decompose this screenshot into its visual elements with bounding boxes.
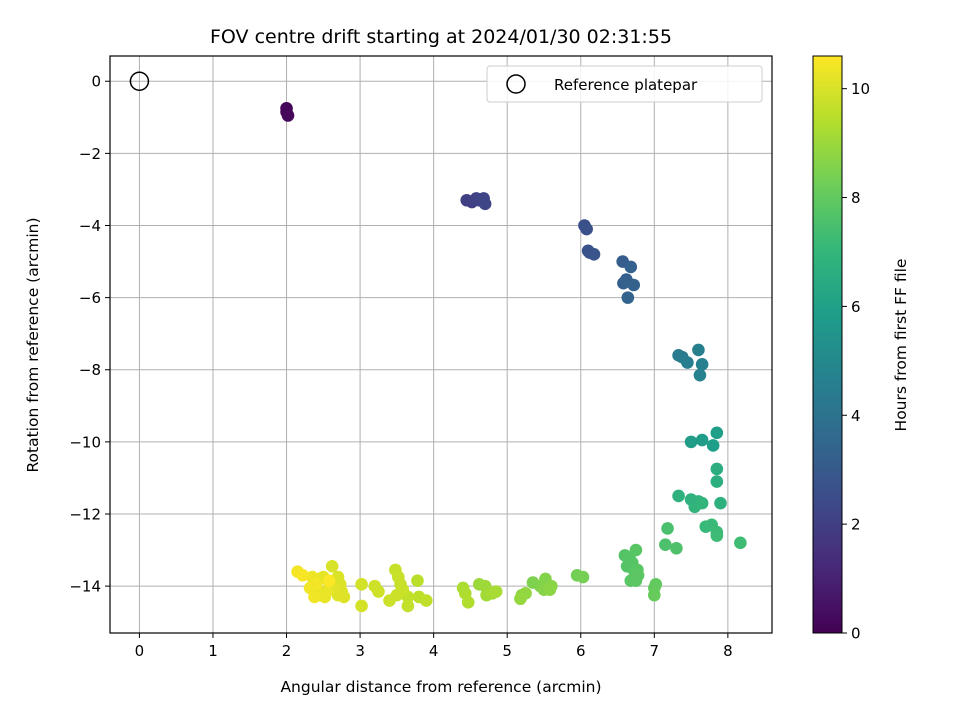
x-tick-label: 7	[650, 642, 660, 660]
data-point	[355, 599, 368, 613]
x-tick-label: 1	[208, 642, 218, 660]
colorbar-gradient	[812, 55, 843, 634]
data-point	[489, 585, 503, 598]
colorbar-tick-label: 0	[851, 625, 861, 643]
data-point	[648, 588, 661, 602]
colorbar-tick-label: 6	[851, 298, 861, 316]
y-tick-label: −2	[79, 145, 101, 163]
data-point	[543, 583, 557, 597]
y-axis-label: Rotation from reference (arcmin)	[24, 217, 42, 472]
data-point	[710, 529, 724, 542]
data-point	[661, 522, 674, 535]
data-point	[322, 574, 336, 588]
data-point	[325, 559, 339, 573]
x-tick-label: 0	[135, 642, 145, 660]
data-point	[281, 109, 295, 122]
data-point	[478, 197, 492, 211]
legend-box	[486, 65, 763, 103]
data-point	[627, 278, 641, 292]
data-point	[631, 569, 645, 582]
y-tick-label: −14	[69, 578, 101, 596]
reference-platepar-marker	[129, 71, 150, 91]
data-point	[368, 579, 382, 593]
data-point	[587, 248, 601, 261]
colorbar-tick-label: 8	[851, 189, 861, 207]
data-point	[296, 569, 310, 582]
y-tick-label: −12	[69, 505, 101, 523]
x-tick-label: 8	[723, 642, 733, 660]
data-point	[401, 599, 415, 613]
data-point	[681, 356, 694, 369]
data-point	[710, 462, 724, 476]
data-point	[710, 475, 724, 488]
chart-title: FOV centre drift starting at 2024/01/30 …	[210, 26, 672, 48]
data-point	[580, 222, 593, 236]
colorbar-tick-label: 10	[851, 80, 870, 98]
x-tick-label: 6	[576, 642, 586, 660]
y-tick-label: 0	[91, 73, 101, 91]
x-tick-label: 3	[355, 642, 365, 660]
data-point	[514, 592, 527, 606]
data-point	[670, 541, 683, 555]
colorbar-tick-label: 2	[851, 516, 861, 534]
data-point	[695, 358, 709, 371]
x-axis-label: Angular distance from reference (arcmin)	[280, 678, 601, 696]
data-point	[706, 439, 720, 452]
data-point	[320, 585, 334, 598]
data-point	[695, 496, 709, 510]
colorbar-label: Hours from first FF file	[892, 259, 910, 432]
data-point	[411, 574, 424, 588]
data-point	[659, 538, 672, 551]
data-point	[461, 596, 475, 609]
colorbar-ticks: 0 2 4 6 8 10	[842, 80, 870, 643]
data-point	[693, 368, 707, 382]
data-point	[695, 433, 709, 447]
data-point	[309, 578, 323, 591]
data-point	[629, 543, 643, 557]
legend-label-reference-platepar: Reference platepar	[554, 76, 698, 94]
data-point	[624, 260, 638, 274]
legend-reference-marker	[506, 74, 526, 94]
data-point	[621, 291, 635, 304]
data-point	[714, 496, 727, 510]
y-tick-label: −4	[79, 217, 101, 235]
data-point	[692, 343, 705, 357]
data-point	[576, 570, 590, 584]
plot-area-frame	[109, 55, 773, 634]
data-point	[617, 276, 630, 290]
x-tick-label: 4	[429, 642, 439, 660]
data-point	[383, 594, 396, 607]
data-point	[710, 426, 724, 440]
y-tick-label: −10	[69, 433, 101, 451]
data-point	[684, 435, 698, 449]
y-tick-label: −6	[79, 289, 101, 307]
data-points	[280, 101, 747, 613]
x-tick-label: 5	[502, 642, 512, 660]
x-tick-label: 2	[282, 642, 292, 660]
data-point	[734, 536, 747, 550]
data-point	[419, 594, 433, 607]
data-point	[672, 489, 685, 503]
colorbar: 0 2 4 6 8 10 Hours from first FF file	[812, 55, 910, 643]
colorbar-tick-label: 4	[851, 407, 861, 425]
axis-ticks: 0 1 2 3 4 5 6 7 8 0 −2 −4 −6 −8 −10 −12 −14	[69, 73, 732, 660]
grid	[110, 56, 772, 633]
legend: Reference platepar	[486, 65, 763, 103]
data-point	[355, 578, 368, 591]
data-point	[308, 590, 321, 604]
y-tick-label: −8	[79, 361, 101, 379]
